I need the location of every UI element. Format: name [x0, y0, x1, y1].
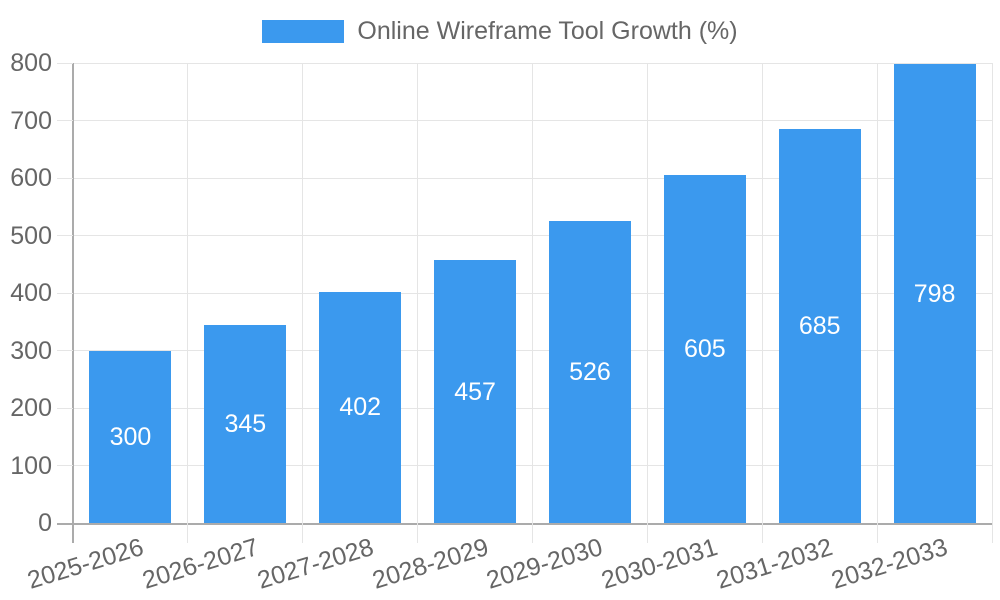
legend-label: Online Wireframe Tool Growth (%) — [357, 17, 738, 45]
v-gridline — [532, 63, 533, 543]
v-gridline — [646, 63, 648, 543]
bar: 457 — [434, 260, 517, 523]
bar: 605 — [663, 175, 746, 523]
x-axis-tick-label: 2030-2031 — [598, 533, 721, 595]
y-axis-tick-label: 300 — [10, 336, 52, 365]
bar-value-label: 402 — [339, 393, 382, 422]
bar: 798 — [893, 64, 976, 523]
plot-area: 300 345 402 457 526 605 685 798 — [72, 62, 993, 543]
y-axis-tick — [57, 465, 73, 466]
x-axis-tick-label: 2029-2030 — [483, 533, 607, 595]
y-axis-tick — [57, 235, 73, 236]
y-axis-tick-label: 600 — [10, 164, 52, 192]
y-axis-tick-label: 200 — [10, 394, 52, 422]
y-axis-tick — [57, 407, 73, 409]
x-axis-tick-label: 2025-2026 — [24, 533, 147, 595]
bar: 526 — [548, 220, 631, 523]
y-axis-tick — [57, 120, 73, 121]
x-axis-tick-label: 2026-2027 — [138, 533, 262, 595]
bar: 300 — [89, 350, 172, 523]
bar: 345 — [204, 324, 287, 523]
v-gridline — [761, 63, 763, 543]
y-axis-tick — [57, 292, 73, 294]
y-axis-tick — [57, 177, 73, 179]
legend-swatch-icon — [262, 19, 345, 43]
bar-value-label: 798 — [913, 279, 956, 308]
v-gridline — [991, 63, 993, 543]
bar-value-label: 345 — [224, 409, 267, 438]
bar-value-label: 300 — [109, 422, 152, 451]
v-gridline — [417, 63, 419, 543]
x-axis-tick-label: 2031-2032 — [713, 533, 836, 595]
v-gridline — [72, 63, 74, 543]
y-axis-tick-label: 400 — [10, 279, 52, 307]
bar: 685 — [778, 129, 861, 523]
bar-value-label: 685 — [798, 312, 841, 341]
x-axis-tick-label: 2032-2033 — [828, 533, 951, 595]
v-gridline — [187, 63, 189, 543]
y-axis-tick — [57, 350, 73, 351]
y-axis-tick-label: 700 — [10, 106, 52, 135]
y-axis-tick-label: 800 — [10, 49, 52, 77]
v-gridline — [876, 63, 878, 543]
bar-value-label: 457 — [454, 377, 496, 406]
v-gridline — [302, 63, 304, 543]
x-axis-tick-label: 2028-2029 — [368, 533, 492, 595]
bar-value-label: 605 — [683, 335, 726, 364]
legend[interactable]: Online Wireframe Tool Growth (%) — [0, 17, 1000, 45]
y-axis-tick-label: 100 — [10, 451, 52, 480]
y-axis-tick-label: 0 — [38, 509, 52, 537]
y-axis-tick — [57, 62, 73, 64]
bar-value-label: 526 — [569, 357, 611, 386]
y-axis-tick — [57, 523, 73, 525]
x-axis-tick-label: 2027-2028 — [253, 533, 377, 595]
bar: 402 — [319, 291, 402, 523]
y-axis-tick-label: 500 — [10, 221, 52, 250]
